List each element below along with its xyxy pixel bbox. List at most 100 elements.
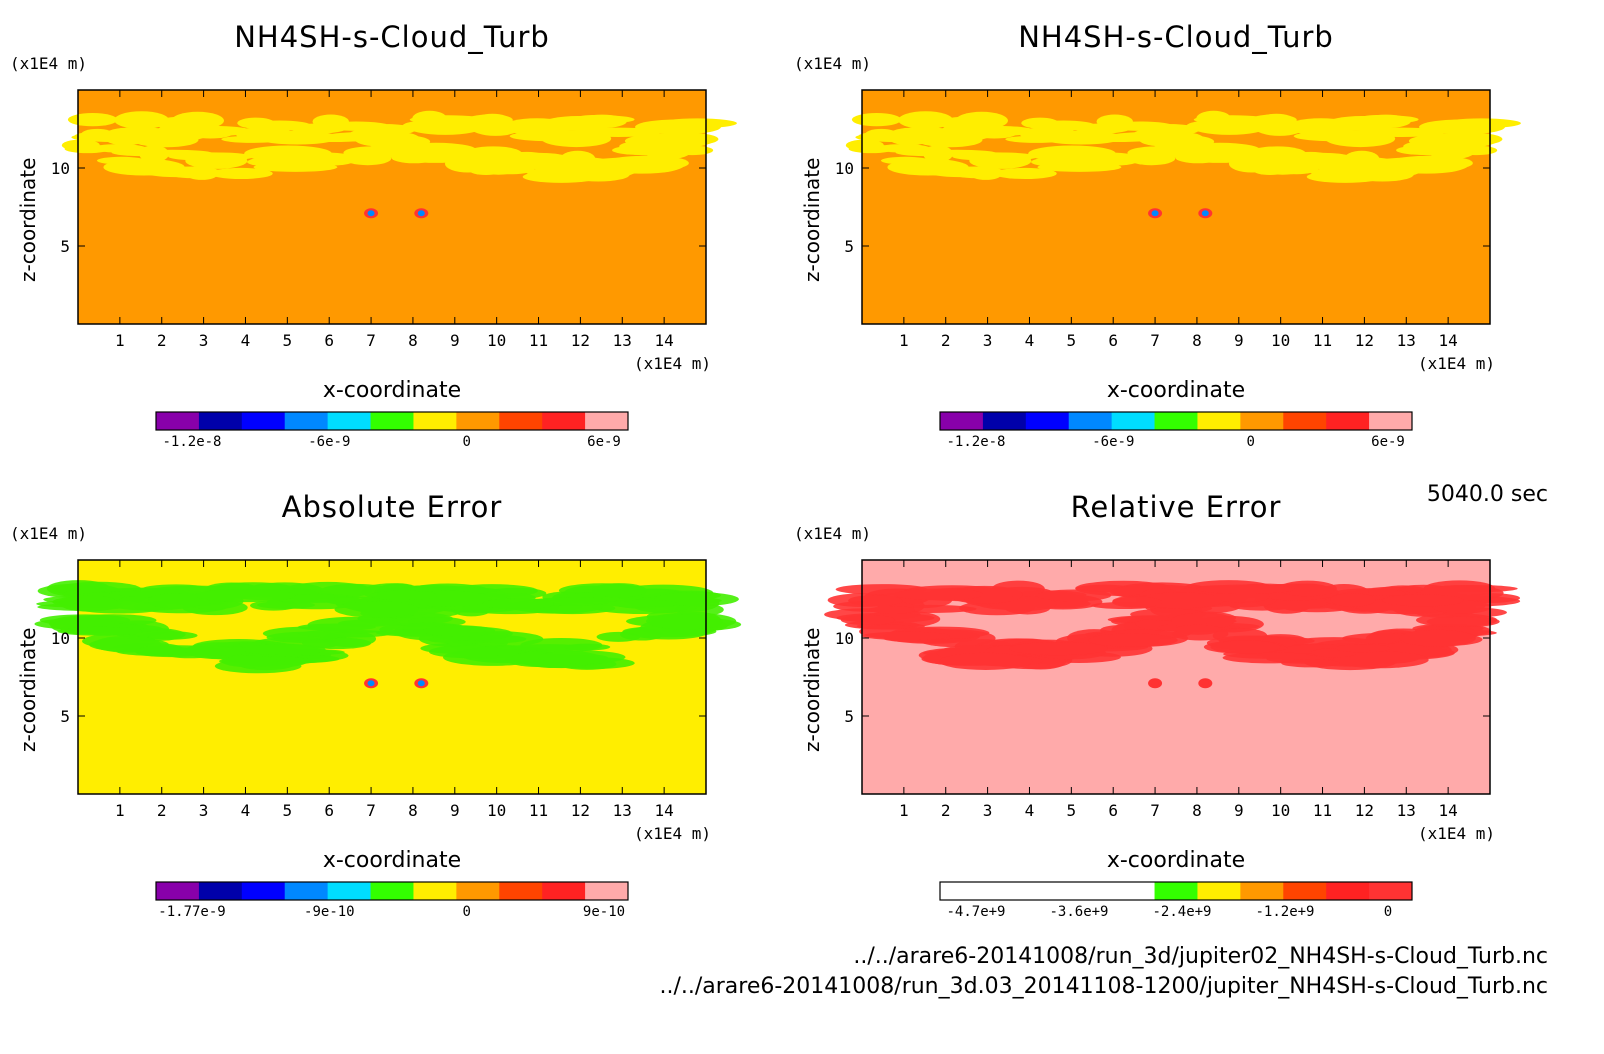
core-inner [367, 210, 375, 217]
feature-blob [1021, 117, 1059, 129]
x-tick-label: 9 [1234, 801, 1244, 820]
y-tick-label: 10 [835, 629, 854, 648]
y-axis-unit: (x1E4 m) [794, 54, 872, 73]
feature-blob [482, 598, 554, 610]
x-axis-unit: (x1E4 m) [634, 354, 712, 373]
feature-blob [182, 645, 253, 656]
x-tick-label: 10 [1271, 801, 1290, 820]
colorbar-swatch [327, 412, 372, 430]
chart-title: NH4SH-s-Cloud_Turb [1018, 20, 1334, 54]
colorbar-swatch [940, 412, 984, 430]
feature-blob [1138, 132, 1181, 147]
feature-blob [185, 168, 218, 180]
colorbar-swatch [940, 882, 984, 900]
feature-blob [1382, 594, 1464, 607]
colorbar-swatch [1025, 882, 1070, 900]
feature-blob [972, 129, 1017, 139]
feature-blob [916, 149, 997, 157]
y-tick-label: 10 [51, 159, 70, 178]
feature-blob [575, 162, 619, 175]
feature-blob [71, 132, 153, 143]
x-tick-label: 8 [1192, 331, 1202, 350]
x-tick-label: 14 [1439, 331, 1458, 350]
feature-blob [1186, 120, 1245, 133]
core-inner [1201, 680, 1209, 687]
x-tick-label: 5 [1067, 331, 1077, 350]
panel-top-left: NH4SH-s-Cloud_Turb (x1E4 m) (x1E4 m) x-coor… [0, 0, 784, 470]
feature-blob [1361, 114, 1411, 129]
feature-blob [250, 600, 298, 611]
colorbar-swatch [327, 882, 372, 900]
x-tick-label: 6 [1108, 801, 1118, 820]
feature-blob [185, 152, 248, 169]
x-tick-label: 6 [324, 331, 334, 350]
x-tick-label: 8 [408, 331, 418, 350]
colorbar-swatch [1283, 412, 1327, 430]
feature-blob [147, 593, 204, 609]
feature-blob [939, 652, 1033, 670]
colorbar-swatch [1283, 882, 1327, 900]
x-tick-label: 7 [366, 331, 376, 350]
x-tick-label: 4 [1025, 331, 1035, 350]
core-inner [1151, 680, 1159, 687]
feature-blob [848, 144, 895, 154]
colorbar-tick-label: 6e-9 [1371, 434, 1405, 450]
x-tick-label: 4 [241, 331, 251, 350]
x-tick-label: 1 [899, 801, 909, 820]
x-tick-label: 10 [487, 801, 506, 820]
feature-blob [402, 120, 461, 133]
x-tick-label: 12 [1355, 331, 1374, 350]
colorbar-swatch [542, 412, 586, 430]
feature-blob [1250, 114, 1297, 126]
colorbar-swatch [1369, 412, 1413, 430]
file-path-2: ../../arare6-20141008/run_3d.03_20141108… [659, 974, 1548, 999]
x-tick-label: 11 [1313, 331, 1332, 350]
x-tick-label: 7 [366, 801, 376, 820]
feature-blob [137, 645, 190, 655]
feature-blob [1362, 128, 1437, 137]
feature-blob [862, 631, 951, 641]
feature-blob [1359, 162, 1403, 175]
panel-bottom-left: Absolute Error (x1E4 m) (x1E4 m) x-coordina… [0, 470, 784, 940]
feature-blob [1088, 633, 1178, 647]
colorbar-swatch [982, 412, 1027, 430]
feature-blob [1335, 644, 1391, 653]
x-tick-label: 5 [283, 801, 293, 820]
x-tick-label: 1 [115, 331, 125, 350]
colorbar-swatch [198, 412, 243, 430]
feature-blob [67, 113, 118, 127]
feature-blob [898, 162, 937, 171]
feature-blob [114, 111, 169, 129]
feature-blob [635, 119, 721, 135]
colorbar-swatch [499, 412, 543, 430]
x-tick-label: 9 [1234, 331, 1244, 350]
colorbar-swatch [241, 412, 286, 430]
panel-top-right: NH4SH-s-Cloud_Turb (x1E4 m) (x1E4 m) x-coor… [784, 0, 1568, 470]
feature-blob [848, 595, 903, 607]
feature-blob [247, 156, 315, 168]
colorbar-swatch [542, 882, 586, 900]
colorbar-frame [939, 411, 1413, 431]
feature-blob [369, 590, 438, 601]
feature-blob [237, 117, 275, 129]
feature-blob [1403, 139, 1481, 154]
x-tick-label: 3 [199, 801, 209, 820]
feature-blob [422, 625, 496, 637]
colorbar-swatch [1369, 882, 1413, 900]
plot-frame [77, 559, 707, 795]
x-tick-label: 12 [1355, 801, 1374, 820]
x-tick-label: 13 [1397, 801, 1416, 820]
colorbar-tick-label: -3.6e+9 [1049, 904, 1108, 920]
feature-blob [1329, 593, 1376, 607]
x-tick-label: 7 [1150, 331, 1160, 350]
feature-blob [64, 144, 111, 154]
colorbar-tick-label: 0 [462, 904, 470, 920]
colorbar-swatch [156, 412, 200, 430]
feature-blob [600, 599, 678, 608]
heatmap-features [61, 110, 737, 219]
colorbar-swatch [1068, 412, 1113, 430]
x-tick-label: 10 [1271, 331, 1290, 350]
colorbar-swatch [1240, 882, 1284, 900]
feature-blob [1259, 153, 1342, 167]
